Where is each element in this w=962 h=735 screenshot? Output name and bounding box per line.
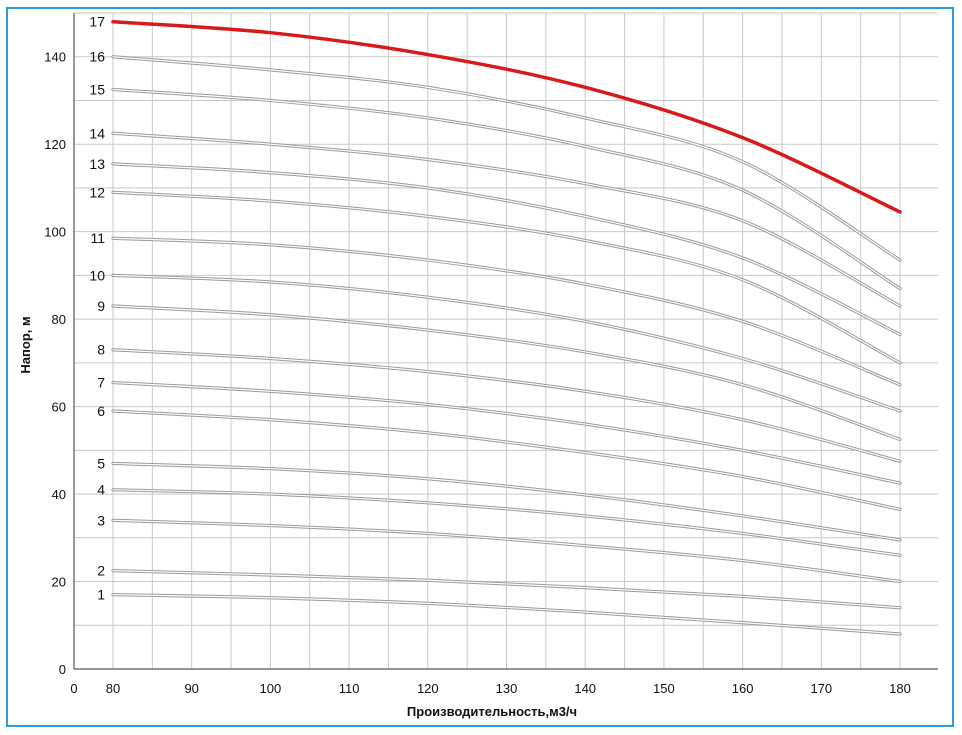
x-tick-label: 140: [574, 681, 596, 696]
curve-4-core: [112, 489, 901, 556]
curves: [111, 19, 902, 636]
x-tick-label: 160: [732, 681, 754, 696]
curve-label-10: 10: [89, 267, 105, 283]
x-tick-label: 180: [889, 681, 911, 696]
curve-9-core: [112, 305, 901, 440]
y-tick-label: 140: [44, 50, 66, 65]
curve-label-3: 3: [97, 512, 105, 528]
curve-12-core: [112, 191, 901, 364]
curve-1-core: [112, 594, 901, 635]
curve-3-core: [112, 519, 901, 583]
y-tick-label: 60: [52, 400, 66, 415]
curve-label-17: 17: [89, 14, 105, 30]
curve-label-7: 7: [97, 375, 105, 391]
curve-15-core: [112, 88, 901, 290]
curve-label-4: 4: [97, 482, 105, 498]
x-tick-label: 130: [496, 681, 518, 696]
curve-16-core: [112, 56, 901, 261]
x-tick-label: 110: [339, 681, 360, 696]
curve-label-13: 13: [89, 156, 105, 172]
x-tick-label: 170: [810, 681, 832, 696]
curve-label-2: 2: [97, 563, 105, 579]
y-tick-label: 120: [44, 137, 66, 152]
x-tick-label: 80: [106, 681, 120, 696]
x-tick-label: 120: [417, 681, 439, 696]
curve-7-core: [112, 381, 901, 484]
curve-label-5: 5: [97, 455, 105, 471]
curve-label-16: 16: [89, 49, 105, 65]
curve-label-12: 12: [89, 184, 105, 200]
curve-label-9: 9: [97, 298, 105, 314]
curve-label-6: 6: [97, 403, 105, 419]
curve-6-core: [112, 410, 901, 510]
curve-label-8: 8: [97, 342, 105, 358]
x-tick-label: 90: [184, 681, 198, 696]
y-axis-label: Напор, м: [18, 316, 33, 373]
x-axis-label: Производительность,м3/ч: [407, 704, 577, 719]
curve-13-core: [112, 163, 901, 336]
curve-14-core: [112, 132, 901, 307]
x-tick-label: 100: [260, 681, 282, 696]
y-tick-label: 0: [59, 662, 66, 677]
y-tick-label: 20: [52, 575, 66, 590]
curve-label-1: 1: [97, 587, 105, 603]
curve-10-core: [112, 274, 901, 412]
curve-2-core: [112, 570, 901, 609]
x-tick-label: 0: [70, 681, 77, 696]
curve-11-core: [112, 237, 901, 386]
ticks: 0 80 90 100 110 120 130 140 150 160 170 18002040608…: [44, 50, 911, 696]
y-tick-label: 100: [44, 225, 66, 240]
x-tick-label: 150: [653, 681, 675, 696]
curve-17: [111, 19, 902, 214]
curve-8-core: [112, 349, 901, 462]
y-tick-label: 40: [52, 487, 66, 502]
curve-label-15: 15: [89, 82, 105, 98]
y-tick-label: 80: [52, 312, 66, 327]
curve-label-14: 14: [89, 125, 105, 141]
curve-5-core: [112, 462, 901, 541]
curve-label-11: 11: [90, 230, 105, 246]
